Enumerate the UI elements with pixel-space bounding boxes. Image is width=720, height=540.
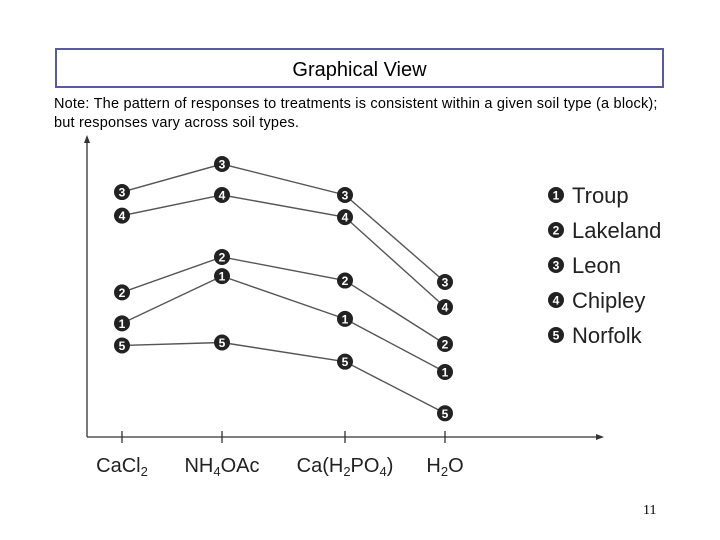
marker-label: 1: [342, 312, 349, 326]
series-line-norfolk: [121, 341, 446, 414]
marker-label: 4: [342, 211, 349, 225]
marker-label: 1: [442, 366, 449, 380]
series-line-lakeland: [121, 256, 446, 345]
x-tick-label: CaCl2: [96, 455, 148, 479]
page-number: 11: [643, 503, 657, 518]
marker-label: 2: [219, 250, 226, 264]
data-point-norfolk: 5: [114, 337, 130, 354]
marker-circle: [337, 209, 353, 226]
legend-label-leon: Leon: [572, 253, 621, 278]
marker-circle: [214, 156, 230, 173]
marker-label: 2: [553, 224, 560, 238]
legend-marker-leon: 3: [548, 257, 564, 273]
marker-circle: [548, 292, 564, 308]
data-point-chipley: 4: [337, 209, 353, 226]
marker-circle: [214, 187, 230, 203]
data-point-lakeland: 2: [437, 335, 453, 352]
data-point-troup: 1: [437, 364, 453, 380]
marker-circle: [337, 272, 353, 289]
x-axis-arrow: [596, 434, 604, 440]
marker-label: 5: [553, 329, 560, 343]
legend-marker-chipley: 4: [548, 292, 564, 308]
data-point-leon: 3: [437, 274, 453, 291]
marker-circle: [337, 310, 353, 327]
marker-label: 5: [219, 336, 226, 350]
data-point-troup: 1: [214, 268, 230, 285]
legend-label-norfolk: Norfolk: [572, 323, 643, 348]
marker-circle: [114, 284, 130, 301]
marker-circle: [114, 337, 130, 354]
legend-label-troup: Troup: [572, 183, 629, 208]
marker-circle: [437, 364, 453, 380]
marker-circle: [337, 353, 353, 370]
marker-circle: [337, 187, 353, 203]
marker-circle: [114, 315, 130, 332]
data-point-leon: 3: [337, 187, 353, 203]
x-tick-label: NH4OAc: [184, 455, 259, 479]
marker-label: 3: [219, 158, 226, 172]
marker-circle: [437, 274, 453, 291]
marker-label: 3: [553, 259, 560, 273]
marker-label: 5: [342, 355, 349, 369]
marker-label: 2: [442, 337, 449, 351]
series-line-troup: [121, 275, 446, 373]
marker-label: 4: [219, 189, 226, 203]
marker-circle: [548, 257, 564, 273]
marker-label: 3: [342, 189, 349, 203]
slide-title: Graphical View: [292, 58, 427, 81]
legend-marker-troup: 1: [548, 187, 564, 203]
x-tick-label: Ca(H2PO4): [297, 455, 394, 479]
marker-circle: [214, 268, 230, 285]
slide-note: Note: The pattern of responses to treatm…: [54, 96, 658, 131]
marker-circle: [114, 207, 130, 224]
marker-circle: [437, 299, 453, 316]
marker-label: 5: [442, 407, 449, 421]
data-point-leon: 3: [214, 156, 230, 173]
data-point-norfolk: 5: [437, 405, 453, 422]
series-line-chipley: [121, 194, 446, 308]
data-point-norfolk: 5: [337, 353, 353, 370]
legend-label-chipley: Chipley: [572, 288, 645, 313]
data-point-troup: 1: [114, 315, 130, 332]
marker-label: 1: [119, 317, 126, 331]
marker-label: 4: [442, 301, 449, 315]
data-point-chipley: 4: [214, 187, 230, 203]
marker-circle: [114, 184, 130, 201]
slide-title-box: Graphical View: [55, 48, 664, 88]
marker-circle: [214, 334, 230, 351]
legend-marker-lakeland: 2: [548, 222, 564, 238]
data-point-norfolk: 5: [214, 334, 230, 351]
x-tick-label: H2O: [426, 455, 463, 479]
marker-label: 5: [119, 339, 126, 353]
marker-label: 3: [442, 276, 449, 290]
marker-circle: [548, 327, 564, 343]
legend-marker-norfolk: 5: [548, 327, 564, 343]
data-point-lakeland: 2: [114, 284, 130, 301]
marker-circle: [548, 222, 564, 238]
marker-label: 3: [119, 186, 126, 200]
marker-label: 1: [219, 270, 226, 284]
marker-label: 4: [553, 294, 560, 308]
marker-circle: [548, 187, 564, 203]
marker-circle: [214, 248, 230, 265]
marker-circle: [437, 405, 453, 422]
marker-circle: [437, 335, 453, 352]
marker-label: 2: [119, 286, 126, 300]
data-point-troup: 1: [337, 310, 353, 327]
legend-label-lakeland: Lakeland: [572, 218, 661, 243]
data-point-lakeland: 2: [214, 248, 230, 265]
marker-label: 4: [119, 209, 126, 223]
data-point-chipley: 4: [437, 299, 453, 316]
data-point-leon: 3: [114, 184, 130, 201]
marker-label: 2: [342, 274, 349, 288]
y-axis-arrow: [84, 135, 90, 143]
data-point-lakeland: 2: [337, 272, 353, 289]
series-line-leon: [121, 163, 446, 283]
marker-label: 1: [553, 189, 560, 203]
data-point-chipley: 4: [114, 207, 130, 224]
